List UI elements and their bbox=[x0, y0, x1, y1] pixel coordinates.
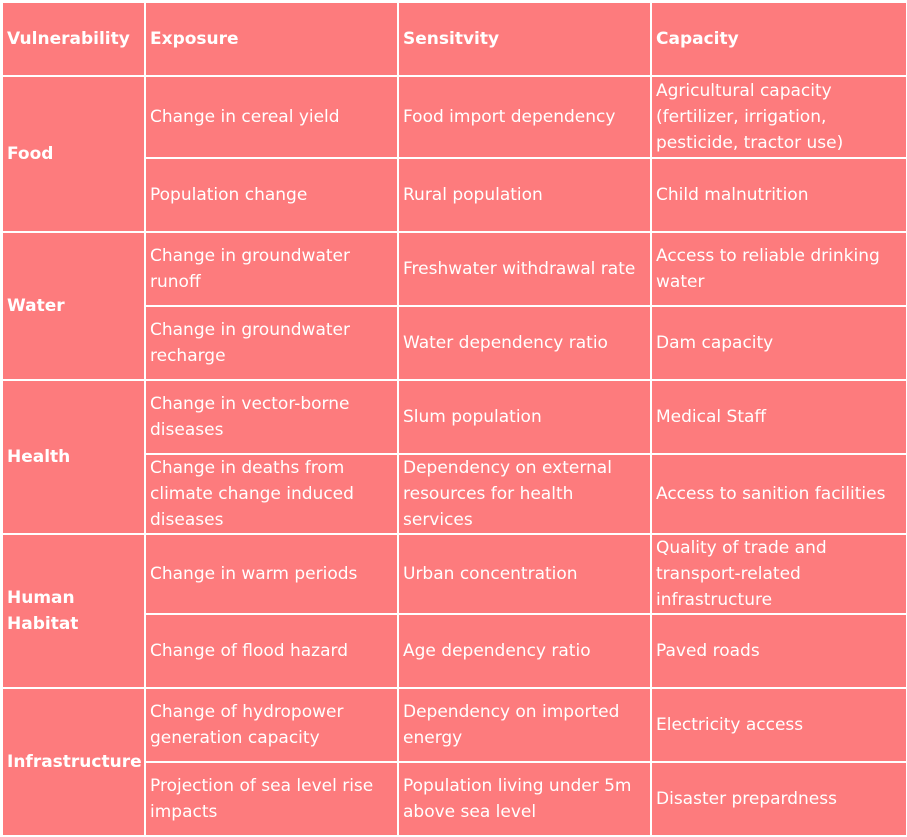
sensitivity-cell: Age dependency ratio bbox=[397, 613, 652, 689]
category-food: Food bbox=[1, 75, 146, 233]
exposure-cell: Change in groundwater runoff bbox=[144, 231, 399, 307]
header-capacity: Capacity bbox=[650, 1, 907, 77]
sensitivity-cell: Freshwater withdrawal rate bbox=[397, 231, 652, 307]
header-exposure: Exposure bbox=[144, 1, 399, 77]
exposure-cell: Change in groundwater recharge bbox=[144, 305, 399, 381]
table-row: Population change Rural population Child… bbox=[2, 157, 907, 233]
capacity-cell: Access to reliable drinking water bbox=[650, 231, 907, 307]
sensitivity-cell: Rural population bbox=[397, 157, 652, 233]
capacity-cell: Disaster prepardness bbox=[650, 761, 907, 837]
capacity-cell: Agricultural capacity (fertilizer, irrig… bbox=[650, 75, 907, 159]
capacity-cell: Electricity access bbox=[650, 687, 907, 763]
table-row: Human Habitat Change in warm periods Urb… bbox=[1, 533, 907, 689]
exposure-cell: Projection of sea level rise impacts bbox=[144, 761, 399, 837]
header-sensitivity: Sensitvity bbox=[397, 1, 652, 77]
sensitivity-cell: Population living under 5m above sea lev… bbox=[397, 761, 652, 837]
capacity-cell: Dam capacity bbox=[650, 305, 907, 381]
capacity-cell: Quality of trade and transport-related i… bbox=[650, 533, 907, 615]
sensitivity-cell: Water dependency ratio bbox=[397, 305, 652, 381]
capacity-cell: Access to sanition facilities bbox=[650, 453, 907, 535]
table-row: Change in deaths from climate change ind… bbox=[2, 453, 907, 535]
exposure-cell: Change in cereal yield bbox=[144, 75, 399, 159]
table-row: Food Change in cereal yield Food import … bbox=[1, 75, 907, 233]
exposure-cell: Change in deaths from climate change ind… bbox=[144, 453, 399, 535]
exposure-cell: Change in warm periods bbox=[144, 533, 399, 615]
header-row: Vulnerability Exposure Sensitvity Capaci… bbox=[1, 1, 907, 77]
exposure-cell: Change in vector-borne diseases bbox=[144, 379, 399, 455]
exposure-cell: Population change bbox=[144, 157, 399, 233]
table-row: Water Change in groundwater runoff Fresh… bbox=[1, 231, 907, 381]
capacity-cell: Medical Staff bbox=[650, 379, 907, 455]
header-vulnerability: Vulnerability bbox=[1, 1, 146, 77]
table-row: Health Change in vector-borne diseases S… bbox=[1, 379, 907, 535]
capacity-cell: Paved roads bbox=[650, 613, 907, 689]
sensitivity-cell: Urban concentration bbox=[397, 533, 652, 615]
capacity-cell: Child malnutrition bbox=[650, 157, 907, 233]
sensitivity-cell: Dependency on imported energy bbox=[397, 687, 652, 763]
sensitivity-cell: Food import dependency bbox=[397, 75, 652, 159]
category-health: Health bbox=[1, 379, 146, 535]
sensitivity-cell: Dependency on external resources for hea… bbox=[397, 453, 652, 535]
table-row: Projection of sea level rise impacts Pop… bbox=[2, 761, 907, 837]
category-infrastructure: Infrastructure bbox=[1, 687, 146, 837]
table-row: Change in groundwater recharge Water dep… bbox=[2, 305, 907, 381]
table-row: Change of flood hazard Age dependency ra… bbox=[2, 613, 907, 689]
exposure-cell: Change of flood hazard bbox=[144, 613, 399, 689]
exposure-cell: Change of hydropower generation capacity bbox=[144, 687, 399, 763]
sensitivity-cell: Slum population bbox=[397, 379, 652, 455]
category-human-habitat: Human Habitat bbox=[1, 533, 146, 689]
table-row: Infrastructure Change of hydropower gene… bbox=[1, 687, 907, 837]
category-water: Water bbox=[1, 231, 146, 381]
